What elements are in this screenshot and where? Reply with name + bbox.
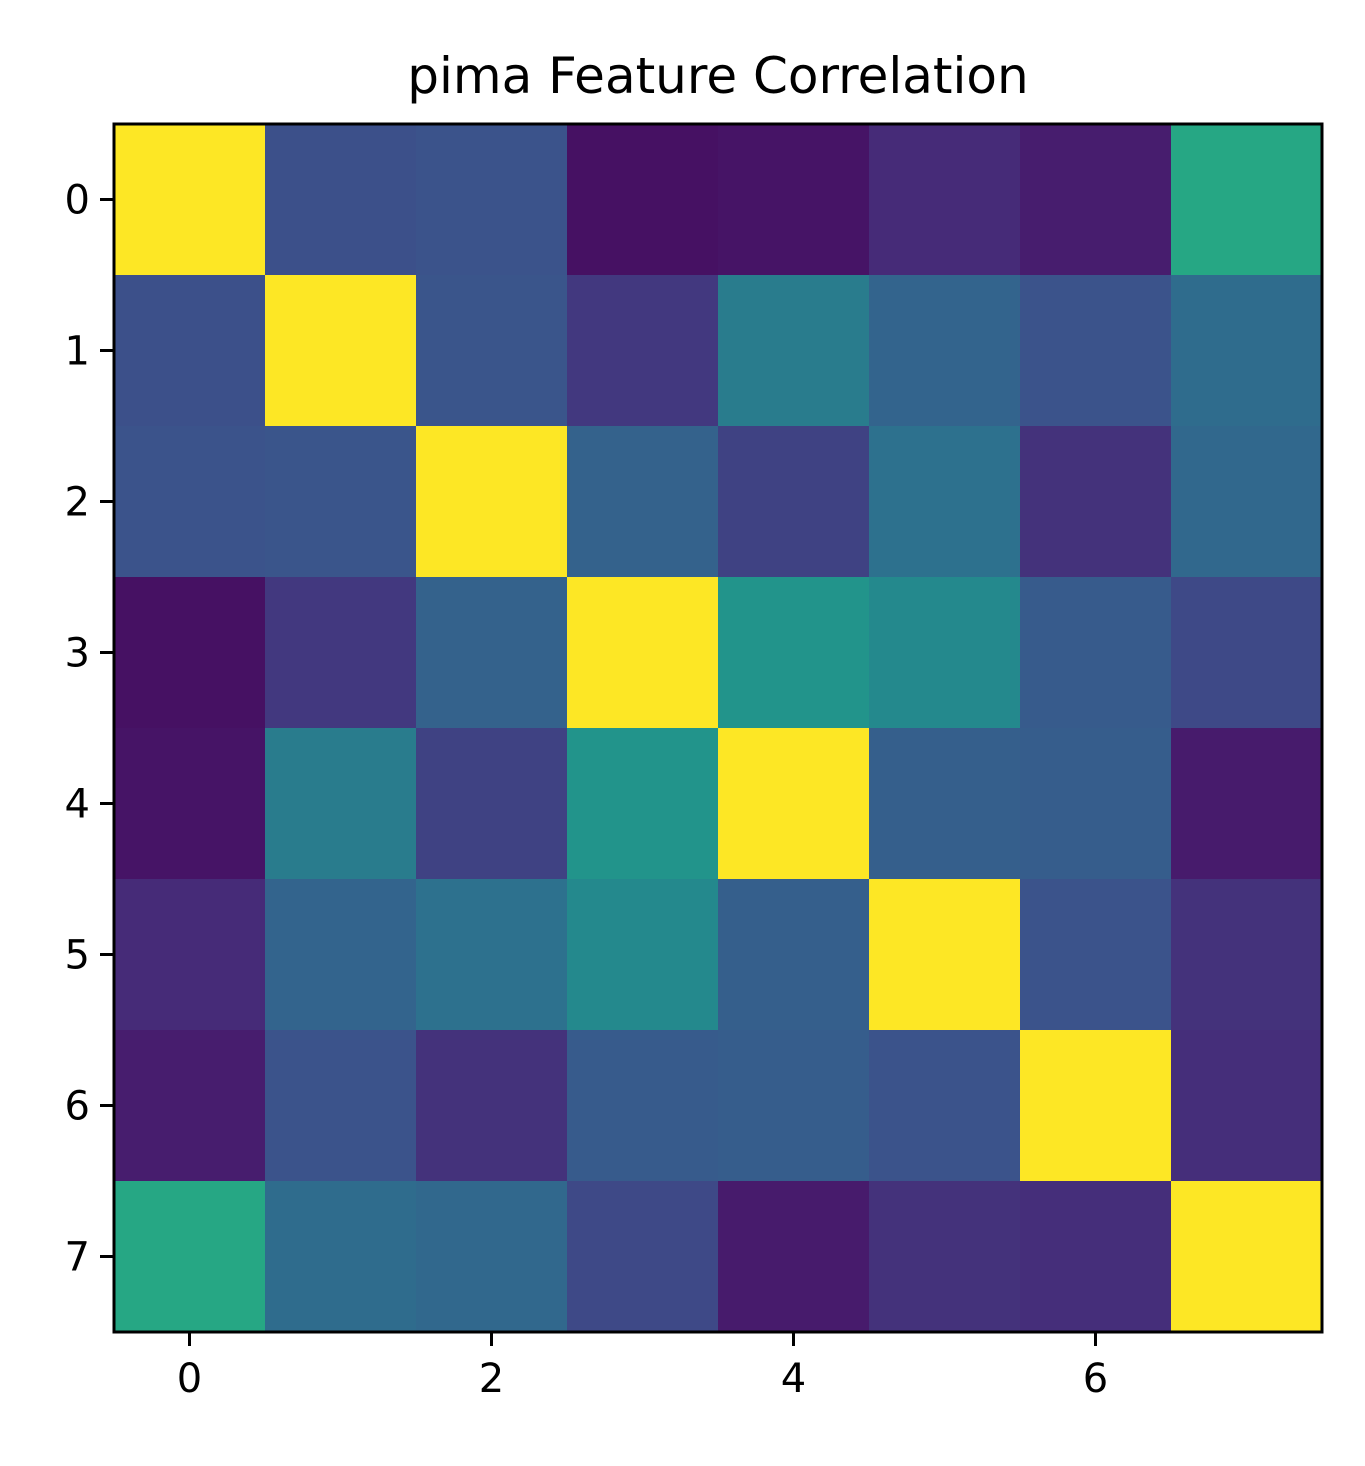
heatmap-cell-r3-c1 — [265, 577, 417, 729]
plot-frame — [112, 122, 1324, 1334]
heatmap-cell-r7-c4 — [718, 1181, 870, 1333]
x-tick-label: 2 — [479, 1356, 504, 1402]
heatmap-cell-r7-c1 — [265, 1181, 417, 1333]
heatmap-cell-r6-c4 — [718, 1030, 870, 1182]
y-tick-label: 0 — [65, 178, 90, 224]
heatmap-cell-r0-c4 — [718, 124, 870, 276]
chart-title: pima Feature Correlation — [407, 47, 1028, 105]
heatmap-cell-r1-c3 — [567, 275, 719, 427]
x-tick-label: 6 — [1083, 1356, 1108, 1402]
heatmap-cell-r0-c5 — [869, 124, 1021, 276]
heatmap-cell-r1-c2 — [416, 275, 568, 427]
heatmap-cell-r3-c5 — [869, 577, 1021, 729]
heatmap-cell-r6-c2 — [416, 1030, 568, 1182]
heatmap-cell-r2-c2 — [416, 426, 568, 578]
heatmap-cell-r0-c2 — [416, 124, 568, 276]
heatmap-cell-r0-c1 — [265, 124, 417, 276]
heatmap-cell-r7-c6 — [1020, 1181, 1172, 1333]
y-tick-label: 5 — [65, 933, 90, 979]
heatmap-cell-r3-c7 — [1171, 577, 1323, 729]
heatmap-cell-r3-c0 — [114, 577, 266, 729]
heatmap-cell-r1-c5 — [869, 275, 1021, 427]
heatmap-cell-r4-c3 — [567, 728, 719, 880]
x-tick-label: 0 — [177, 1356, 202, 1402]
heatmap-cell-r2-c5 — [869, 426, 1021, 578]
heatmap-cell-r0-c6 — [1020, 124, 1172, 276]
heatmap-cell-r3-c4 — [718, 577, 870, 729]
heatmap-cell-r4-c4 — [718, 728, 870, 880]
x-axis: 0 2 4 6 — [177, 1332, 1108, 1402]
heatmap-cell-r0-c7 — [1171, 124, 1323, 276]
heatmap-cell-r2-c6 — [1020, 426, 1172, 578]
heatmap-cell-r1-c6 — [1020, 275, 1172, 427]
heatmap-cell-r4-c6 — [1020, 728, 1172, 880]
heatmap-cell-r4-c7 — [1171, 728, 1323, 880]
heatmap-cell-r5-c3 — [567, 879, 719, 1031]
heatmap-cell-r1-c7 — [1171, 275, 1323, 427]
heatmap-cell-r6-c3 — [567, 1030, 719, 1182]
heatmap-cell-r3-c2 — [416, 577, 568, 729]
heatmap-cell-r4-c5 — [869, 728, 1021, 880]
heatmap-cell-r1-c1 — [265, 275, 417, 427]
y-tick-label: 1 — [65, 329, 90, 375]
heatmap-cell-r2-c3 — [567, 426, 719, 578]
heatmap-cell-r2-c7 — [1171, 426, 1323, 578]
heatmap-cell-r6-c7 — [1171, 1030, 1323, 1182]
heatmap-cell-r5-c1 — [265, 879, 417, 1031]
heatmap-cell-r6-c1 — [265, 1030, 417, 1182]
heatmap-cell-r7-c0 — [114, 1181, 266, 1333]
y-axis: 0 1 2 3 4 5 6 7 — [65, 178, 114, 1281]
heatmap-cell-r2-c0 — [114, 426, 266, 578]
heatmap-cell-r7-c2 — [416, 1181, 568, 1333]
heatmap-cell-r7-c5 — [869, 1181, 1021, 1333]
heatmap-cell-r7-c7 — [1171, 1181, 1323, 1333]
x-tick-label: 4 — [781, 1356, 806, 1402]
y-tick-label: 4 — [65, 782, 90, 828]
heatmap-cell-r6-c5 — [869, 1030, 1021, 1182]
heatmap-cell-r4-c2 — [416, 728, 568, 880]
heatmap-cell-r4-c0 — [114, 728, 266, 880]
heatmap-cell-r6-c6 — [1020, 1030, 1172, 1182]
heatmap-cell-r3-c6 — [1020, 577, 1172, 729]
heatmap-cell-r7-c3 — [567, 1181, 719, 1333]
heatmap-cell-r0-c0 — [114, 124, 266, 276]
heatmap-cell-r3-c3 — [567, 577, 719, 729]
heatmap-cell-r5-c6 — [1020, 879, 1172, 1031]
heatmap-cell-r6-c0 — [114, 1030, 266, 1182]
heatmap-cell-r2-c4 — [718, 426, 870, 578]
y-tick-label: 3 — [65, 631, 90, 677]
heatmap-cell-r2-c1 — [265, 426, 417, 578]
y-tick-label: 6 — [65, 1084, 90, 1130]
heatmap-cell-r4-c1 — [265, 728, 417, 880]
heatmap-cell-r5-c7 — [1171, 879, 1323, 1031]
heatmap-cell-r5-c5 — [869, 879, 1021, 1031]
y-tick-label: 2 — [65, 480, 90, 526]
heatmap-cell-r1-c4 — [718, 275, 870, 427]
heatmap-cell-r5-c2 — [416, 879, 568, 1031]
heatmap-cell-r5-c0 — [114, 879, 266, 1031]
y-tick-label: 7 — [65, 1235, 90, 1281]
heatmap-cell-r1-c0 — [114, 275, 266, 427]
heatmap-cell-r0-c3 — [567, 124, 719, 276]
heatmap-cells — [114, 124, 1323, 1333]
heatmap-cell-r5-c4 — [718, 879, 870, 1031]
